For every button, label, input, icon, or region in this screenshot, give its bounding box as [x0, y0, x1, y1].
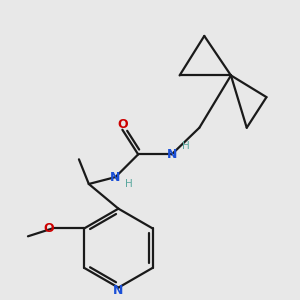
Text: H: H: [182, 142, 189, 152]
Text: O: O: [117, 118, 128, 131]
Text: H: H: [125, 179, 133, 189]
Text: N: N: [113, 284, 124, 297]
Text: N: N: [167, 148, 177, 161]
Text: O: O: [44, 222, 54, 235]
Text: N: N: [110, 171, 121, 184]
